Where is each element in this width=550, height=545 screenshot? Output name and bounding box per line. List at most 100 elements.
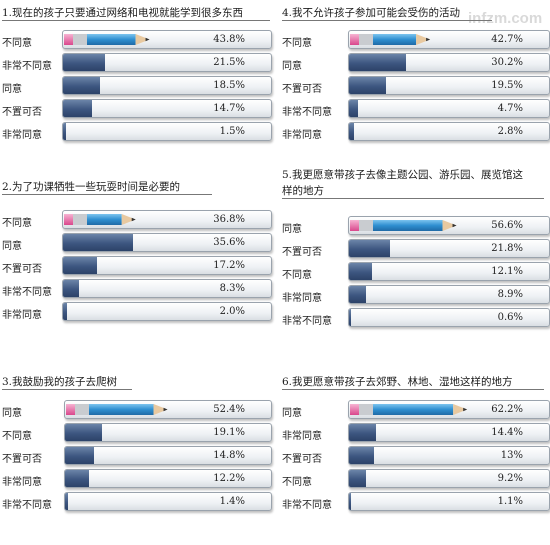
bar-row: 不置可否 14.8% <box>2 446 274 468</box>
chart-title: 5.我更愿意带孩子去像主题公园、游乐园、展览馆这 <box>282 168 523 182</box>
bar-row: 非常不同意 1.1% <box>282 492 550 514</box>
bar-row: 非常不同意 8.3% <box>2 279 274 301</box>
bar-row: 不同意 42.7% <box>282 30 550 52</box>
category-label: 不同意 <box>2 38 32 49</box>
percent-label: 19.5% <box>491 80 523 91</box>
bar-track: 1.5% <box>62 122 272 141</box>
pencil-ferrule <box>359 34 373 45</box>
bar-fill <box>349 470 367 487</box>
percent-label: 0.6% <box>497 312 523 323</box>
chart-title-text: 5.我更愿意带孩子去像主题公园、游乐园、展览馆这 <box>282 169 524 181</box>
bar-row: 非常同意 1.5% <box>2 122 274 144</box>
pencil-lead <box>463 407 468 412</box>
chart-title-text: 样的地方 <box>282 185 324 197</box>
bar-track: 52.4% <box>64 400 272 419</box>
bar-track: 21.5% <box>62 53 272 72</box>
pencil-bar <box>64 34 150 45</box>
title-underline <box>282 198 544 199</box>
bar-row: 不同意 19.1% <box>2 423 274 445</box>
percent-label: 30.2% <box>491 57 523 68</box>
category-label: 非常不同意 <box>2 61 52 72</box>
bar-track: 36.8% <box>62 210 272 229</box>
bar-fill <box>65 424 103 441</box>
bar-row: 同意 52.4% <box>2 400 274 422</box>
category-label: 同意 <box>282 61 302 72</box>
percent-label: 12.2% <box>213 473 245 484</box>
bar-row: 不置可否 19.5% <box>282 76 550 98</box>
bar-track: 19.5% <box>348 76 550 95</box>
pencil-eraser <box>66 404 75 415</box>
chart-title: 1.现在的孩子只要通过网络和电视就能学到很多东西 <box>2 6 270 21</box>
bar-fill <box>63 77 100 94</box>
bar-row: 非常同意 14.4% <box>282 423 550 445</box>
bar-row: 不同意 43.8% <box>2 30 274 52</box>
bar-row: 不同意 36.8% <box>2 210 274 232</box>
bar-track: 1.4% <box>64 492 272 511</box>
pencil-ferrule <box>75 404 89 415</box>
category-label: 不同意 <box>282 38 312 49</box>
bar-track: 17.2% <box>62 256 272 275</box>
bar-row: 不置可否 14.7% <box>2 99 274 121</box>
bar-fill <box>349 123 355 140</box>
category-label: 同意 <box>2 84 22 95</box>
pencil-bar <box>350 220 457 231</box>
pencil-bar <box>350 34 431 45</box>
category-label: 非常同意 <box>282 293 322 304</box>
bar-track: 35.6% <box>62 233 272 252</box>
category-label: 不置可否 <box>282 247 322 258</box>
percent-label: 18.5% <box>213 80 245 91</box>
pencil-eraser <box>350 404 359 415</box>
category-label: 非常同意 <box>2 310 42 321</box>
category-label: 非常同意 <box>2 130 42 141</box>
percent-label: 62.2% <box>491 404 523 415</box>
chart-panel-2: 2.为了功课牺牲一些玩耍时间是必要的 不同意 36.8% 同意 35.6% 不置可否 17.… <box>2 180 274 350</box>
bar-row: 同意 35.6% <box>2 233 274 255</box>
title-underline <box>2 194 212 195</box>
percent-label: 35.6% <box>213 237 245 248</box>
percent-label: 8.9% <box>497 289 523 300</box>
category-label: 不同意 <box>2 431 32 442</box>
percent-label: 1.4% <box>219 496 245 507</box>
bar-fill <box>65 470 89 487</box>
percent-label: 21.8% <box>491 243 523 254</box>
bar-row: 非常同意 2.0% <box>2 302 274 324</box>
pencil-tip <box>442 220 457 231</box>
percent-label: 4.7% <box>497 103 523 114</box>
bar-track: 2.8% <box>348 122 550 141</box>
category-label: 不置可否 <box>2 107 42 118</box>
chart-title: 4.我不允许孩子参加可能会受伤的活动 <box>282 6 492 21</box>
percent-label: 9.2% <box>497 473 523 484</box>
chart-title: 6.我更愿意带孩子去郊野、林地、湿地这样的地方 <box>282 375 544 390</box>
pencil-eraser <box>350 220 359 231</box>
percent-label: 14.8% <box>213 450 245 461</box>
bar-fill <box>63 234 134 251</box>
bar-row: 非常不同意 0.6% <box>282 308 550 330</box>
percent-label: 19.1% <box>213 427 245 438</box>
bar-track: 8.3% <box>62 279 272 298</box>
chart-title: 2.为了功课牺牲一些玩耍时间是必要的 <box>2 180 212 195</box>
percent-label: 14.4% <box>491 427 523 438</box>
bar-track: 56.6% <box>348 216 550 235</box>
pencil-lead <box>131 217 136 222</box>
bar-fill <box>349 100 358 117</box>
category-label: 不同意 <box>282 270 312 281</box>
pencil-body <box>87 214 122 225</box>
bar-row: 非常同意 8.9% <box>282 285 550 307</box>
bar-row: 不同意 9.2% <box>282 469 550 491</box>
percent-label: 56.6% <box>491 220 523 231</box>
bar-row: 非常不同意 21.5% <box>2 53 274 75</box>
bar-row: 不置可否 21.8% <box>282 239 550 261</box>
bar-track: 14.7% <box>62 99 272 118</box>
bar-row: 非常不同意 4.7% <box>282 99 550 121</box>
bar-track: 19.1% <box>64 423 272 442</box>
category-label: 不同意 <box>282 477 312 488</box>
bar-row: 不同意 12.1% <box>282 262 550 284</box>
bar-track: 12.2% <box>64 469 272 488</box>
chart-panel-3: 3.我鼓励我的孩子去爬树 同意 52.4% 不同意 19.1% 不置可否 14.8% 非常同意… <box>2 375 274 545</box>
pencil-ferrule <box>359 220 373 231</box>
pencil-tip <box>121 214 136 225</box>
percent-label: 1.5% <box>219 126 245 137</box>
percent-label: 52.4% <box>213 404 245 415</box>
bar-track: 8.9% <box>348 285 550 304</box>
bar-track: 14.4% <box>348 423 550 442</box>
